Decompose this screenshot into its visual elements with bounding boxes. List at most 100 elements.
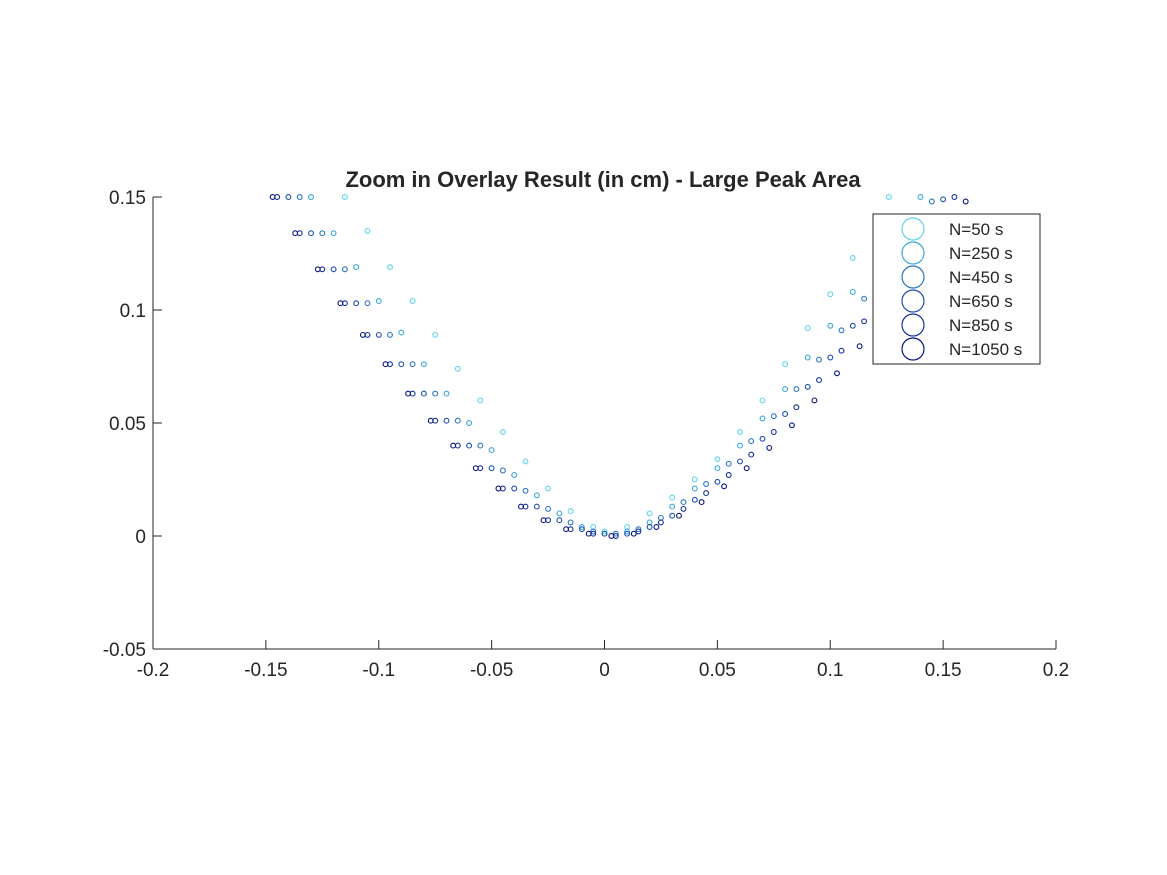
data-point [646,524,653,530]
data-point [409,361,416,368]
data-point [499,467,506,474]
data-point [748,451,755,458]
data-point [951,194,958,200]
data-point [917,194,924,200]
x-tick-label: -0.15 [244,660,287,681]
data-point [522,487,529,494]
data-point [563,526,570,533]
data-point [420,361,427,368]
data-point [827,291,834,298]
x-tick-label: -0.05 [470,660,513,681]
data-point [725,460,732,467]
y-tick-label: -0.05 [103,640,146,661]
data-point [409,298,416,304]
data-point [743,465,750,472]
data-point [793,404,800,411]
data-point [556,517,563,524]
axes: -0.2 -0.15 -0.1 -0.05 0 0.05 0.1 0.15 0.2 -0.05 0 0… [103,188,1070,681]
data-point [714,465,721,472]
data-point [608,533,615,539]
data-point [962,198,969,205]
series-3 [296,194,935,537]
data-point [838,347,845,354]
data-point [341,194,348,200]
data-point [269,194,276,200]
data-point [432,331,439,338]
data-point [454,365,461,372]
data-point [495,485,502,492]
data-point [698,499,705,506]
data-point [737,442,743,449]
legend-label: N=1050 s [949,340,1022,359]
data-point [816,377,822,384]
data-point [405,390,412,397]
legend-marker [901,337,925,361]
data-point [885,194,892,200]
data-point [337,300,344,307]
data-point [838,327,845,334]
data-point [359,331,366,338]
legend-marker [901,241,925,265]
data-point [466,420,473,426]
data-point [827,354,834,361]
data-point [669,494,676,501]
data-point [759,397,766,404]
data-point [443,417,450,424]
data-point [669,512,676,519]
data-point [849,255,856,261]
data-point [454,417,461,424]
data-point [788,422,795,429]
data-point [861,318,868,325]
data-point [703,490,710,497]
data-point [398,361,405,368]
legend-label: N=50 s [949,220,1003,239]
data-point [420,390,427,397]
data-point [624,530,631,537]
data-point [928,198,935,205]
data-point [759,415,766,422]
data-point [511,485,518,492]
legend-marker [901,217,925,241]
data-point [816,356,822,363]
data-point [856,343,863,350]
data-point [669,503,676,510]
legend-label: N=250 s [949,244,1013,263]
x-tick-label: 0.15 [925,660,962,681]
data-point [308,194,314,200]
data-point [804,325,811,332]
data-point [759,435,766,442]
data-point [653,524,660,530]
legend-marker [901,289,925,313]
legend-marker [901,265,925,289]
data-point [296,194,303,200]
data-point [314,266,321,273]
data-point [676,512,682,519]
data-point [472,465,479,472]
data-point [545,485,552,492]
data-point [443,390,450,397]
data-point [567,508,574,515]
data-point [585,530,592,537]
data-point [477,397,484,404]
data-point [450,442,457,449]
data-point [427,417,434,424]
x-tick-label: 0.2 [1043,660,1069,681]
data-point [341,266,348,273]
data-point [721,483,728,490]
data-point [635,526,642,533]
data-point [364,227,371,234]
data-point [804,383,811,390]
data-point [353,300,360,307]
data-point [375,331,382,338]
legend-box [872,213,1041,365]
y-tick-label: 0.05 [109,414,146,435]
data-point [861,295,868,302]
legend-marker [901,313,925,337]
data-point [782,361,789,368]
data-point [804,354,811,361]
data-point [308,230,314,237]
data-point [714,478,721,485]
data-point [834,370,840,377]
data-point [578,526,585,533]
